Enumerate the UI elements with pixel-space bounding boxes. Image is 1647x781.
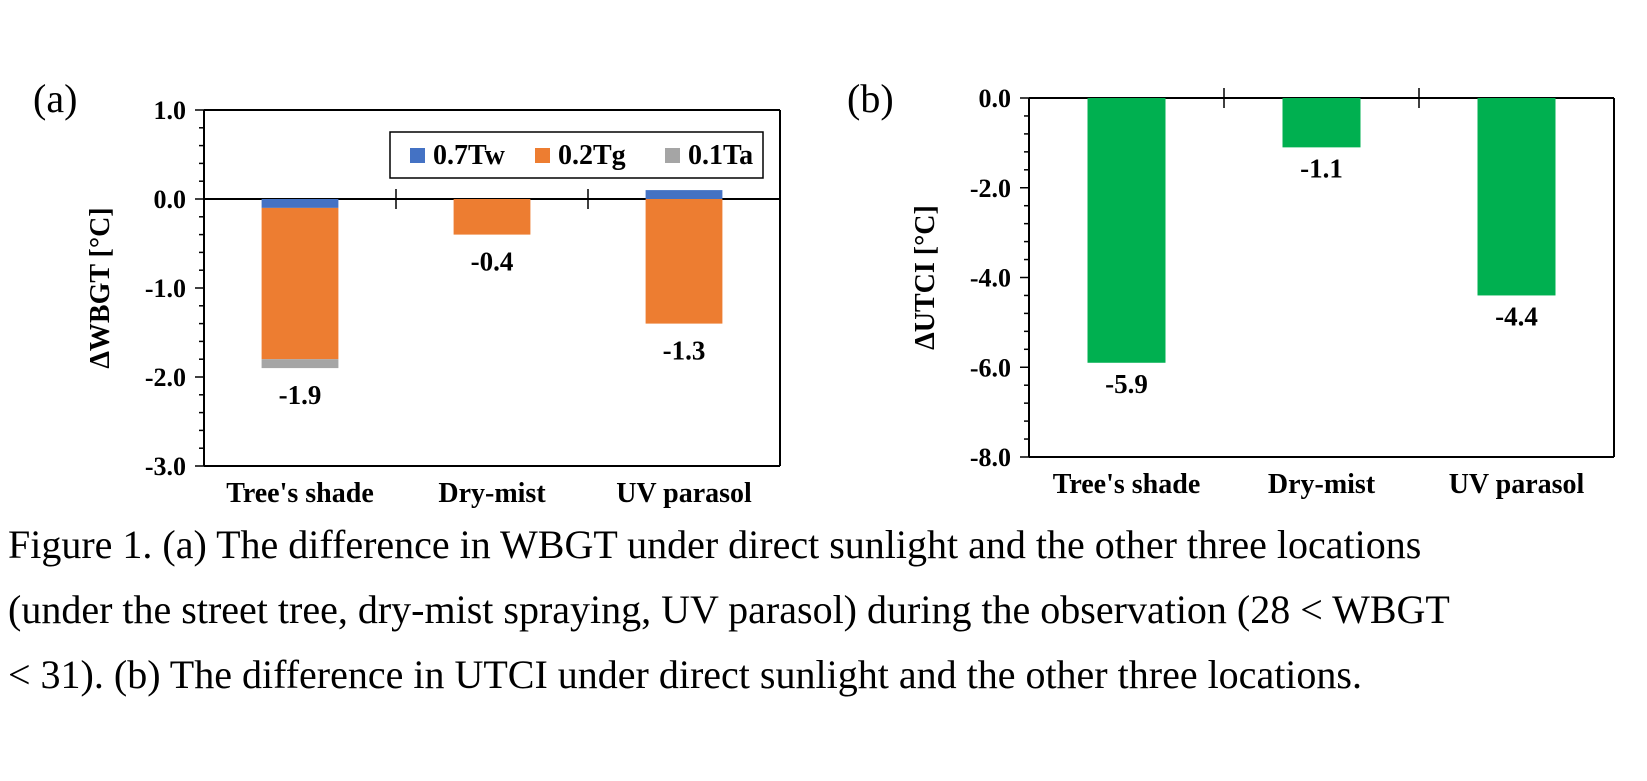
chart-a-category-label: UV parasol [616, 478, 752, 509]
chart-a-legend-swatch [665, 148, 680, 163]
chart-a-y-tick-label: -1.0 [145, 274, 186, 303]
chart-a-category-label: Dry-mist [438, 478, 546, 509]
caption-line-1: Figure 1. (a) The difference in WBGT und… [8, 522, 1422, 567]
chart-b-y-axis-title: ΔUTCI [°C] [910, 205, 941, 350]
chart-b-category-label: UV parasol [1449, 469, 1585, 500]
chart-a-y-tick-label: -3.0 [145, 452, 186, 481]
chart-b-data-label: -4.4 [1495, 301, 1538, 331]
panel-letter-b: (b) [847, 76, 894, 121]
chart-a-data-label: -0.4 [471, 247, 514, 277]
chart-a-bar-segment [645, 199, 723, 324]
chart-a-legend-swatch [535, 148, 550, 163]
chart-a-y-tick-label: 0.0 [154, 185, 187, 214]
chart-b-y-tick-label: 0.0 [979, 84, 1012, 113]
chart-b-bar [1282, 98, 1361, 148]
chart-a-bar-segment [645, 190, 723, 199]
chart-a-legend-swatch [410, 148, 425, 163]
chart-a-legend-label: 0.1Ta [688, 140, 753, 171]
chart-b-bar [1087, 98, 1166, 363]
chart-a-y-tick-label: 1.0 [154, 96, 187, 125]
caption-line-2: (under the street tree, dry-mist sprayin… [8, 587, 1450, 632]
chart-a-legend: 0.7Tw 0.2Tg 0.1Ta [389, 131, 764, 179]
caption-line-3: < 31). (b) The difference in UTCI under … [8, 652, 1362, 697]
chart-b-category-label: Tree's shade [1053, 469, 1201, 500]
chart-a-data-label: -1.9 [279, 380, 322, 410]
chart-a-y-axis-title: ΔWBGT [°C] [85, 207, 116, 368]
figure-caption: Figure 1. (a) The difference in WBGT und… [8, 512, 1644, 707]
chart-b-data-label: -5.9 [1105, 369, 1148, 399]
chart-b-category-label: Dry-mist [1268, 469, 1376, 500]
panel-letter-a: (a) [33, 76, 77, 121]
chart-a-y-tick-label: -2.0 [145, 363, 186, 392]
chart-a-legend-label: 0.2Tg [558, 140, 626, 171]
chart-b-data-label: -1.1 [1300, 153, 1343, 183]
chart-b-y-tick-label: -6.0 [970, 353, 1011, 382]
chart-b-y-tick-label: -2.0 [970, 174, 1011, 203]
figure-canvas: (a) (b) 1.0 0.0 -1.0 -2.0 -3.0 Tree's shade Dr… [33, 76, 1615, 509]
chart-a-category-label: Tree's shade [226, 478, 374, 509]
chart-a-legend-label: 0.7Tw [433, 140, 506, 171]
chart-a-data-label: -1.3 [663, 336, 706, 366]
chart-a-bar-segment [453, 199, 531, 235]
chart-a-legend-box [389, 131, 764, 179]
chart-a-wbgt: 1.0 0.0 -1.0 -2.0 -3.0 Tree's shade Dry-mist UV… [85, 96, 781, 509]
chart-a-bar-segment [261, 199, 339, 208]
chart-a-bar-segment [261, 359, 339, 369]
chart-b-y-tick-label: -8.0 [970, 443, 1011, 472]
chart-b-bar [1477, 98, 1556, 296]
chart-b-y-tick-label: -4.0 [970, 264, 1011, 293]
chart-b-utci: 0.0 -2.0 -4.0 -6.0 -8.0 Tree's shade Dry-mist U… [910, 84, 1615, 500]
chart-a-bar-segment [261, 207, 339, 360]
